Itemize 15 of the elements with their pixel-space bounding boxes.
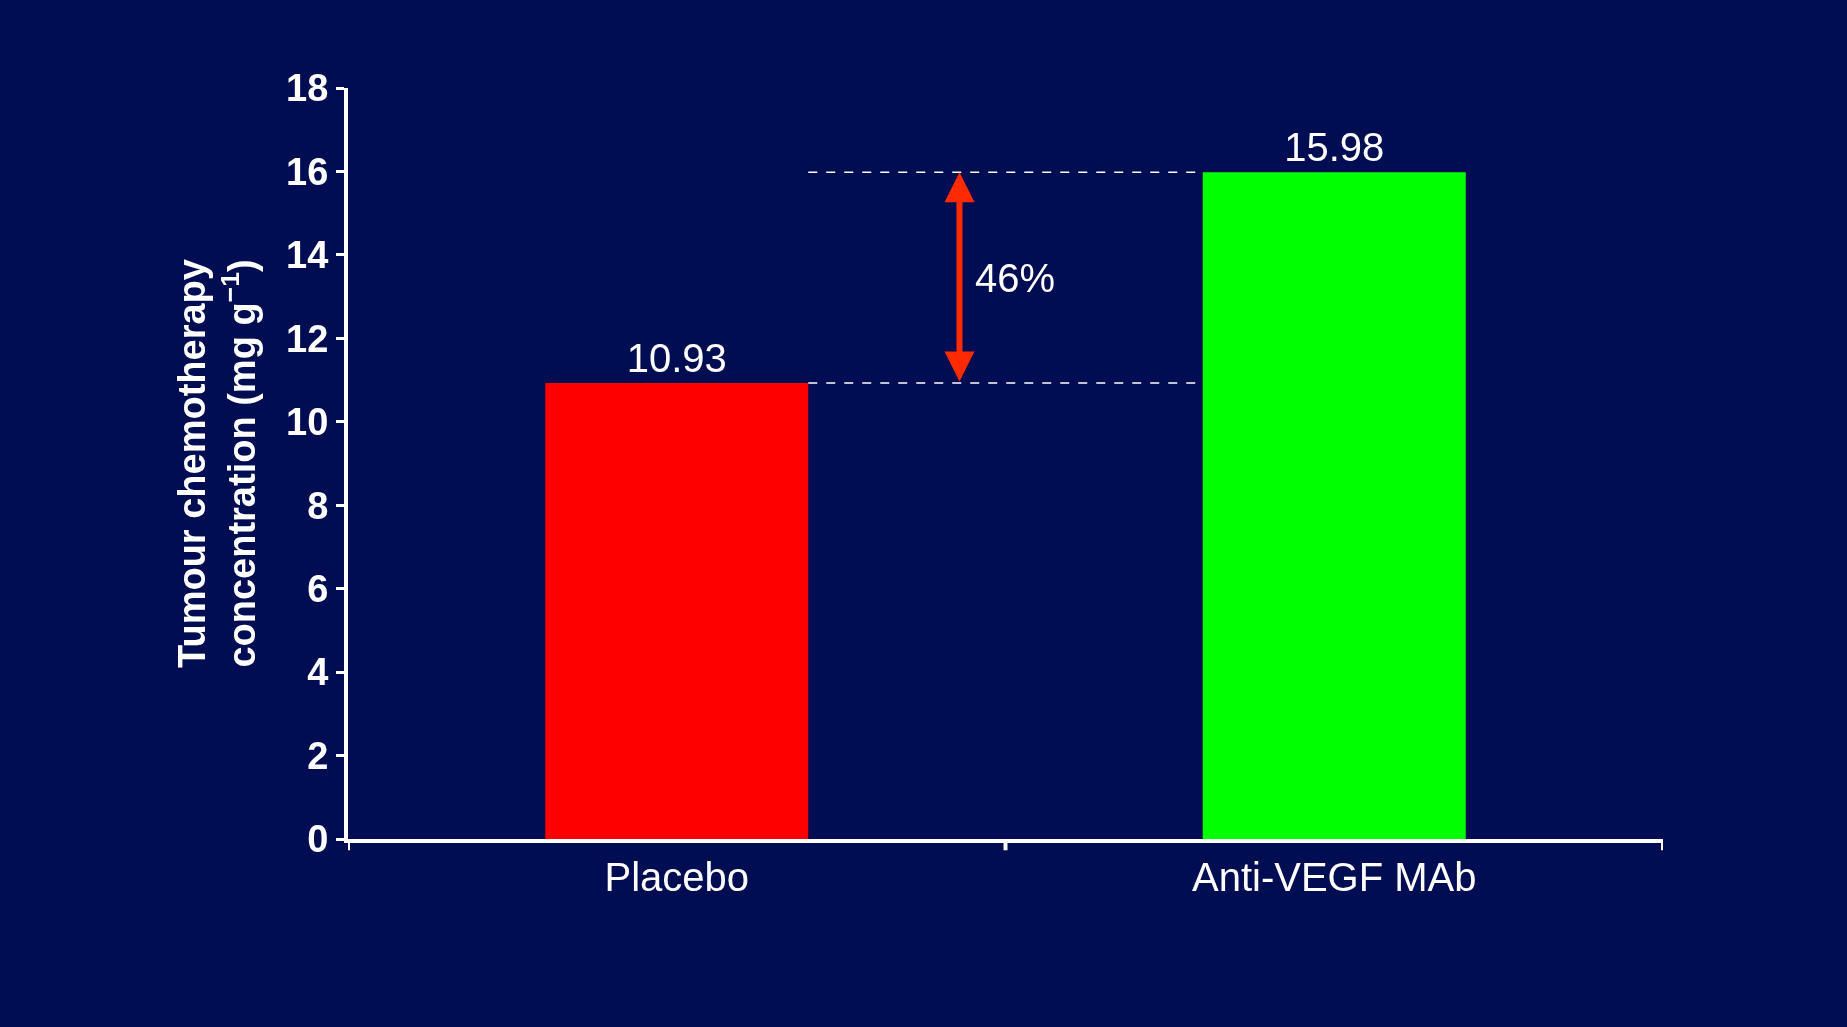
y-tick-label: 2: [307, 734, 329, 777]
y-tick-label: 18: [286, 67, 329, 110]
x-tick-label: Placebo: [604, 855, 750, 899]
annotation: 46%: [975, 256, 1056, 300]
data-label: 15.98: [1284, 125, 1385, 170]
data-label: 10.93: [626, 335, 727, 380]
y-tick-label: 8: [307, 484, 329, 527]
y-tick-label: 6: [307, 567, 329, 610]
y-tick-label: 14: [286, 234, 329, 277]
y-tick-label: 16: [286, 150, 329, 193]
x-tick-label: Anti-VEGF MAb: [1191, 855, 1477, 899]
y-tick-label: 4: [307, 651, 329, 694]
y-tick-label: 10: [286, 401, 329, 444]
y-tick-label: 12: [286, 317, 329, 360]
y-tick-label: 0: [307, 818, 329, 861]
